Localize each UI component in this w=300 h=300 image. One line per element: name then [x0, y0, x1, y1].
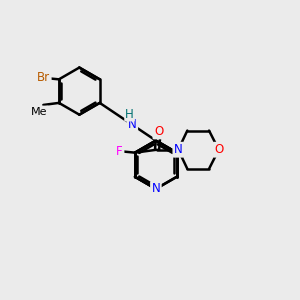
Text: N: N	[152, 182, 160, 195]
Text: N: N	[174, 143, 183, 156]
Text: O: O	[214, 143, 224, 156]
Text: Br: Br	[37, 71, 50, 84]
Text: N: N	[128, 118, 137, 131]
Text: F: F	[116, 145, 123, 158]
Text: H: H	[125, 107, 134, 121]
Text: O: O	[154, 125, 163, 138]
Text: Me: Me	[31, 107, 48, 117]
